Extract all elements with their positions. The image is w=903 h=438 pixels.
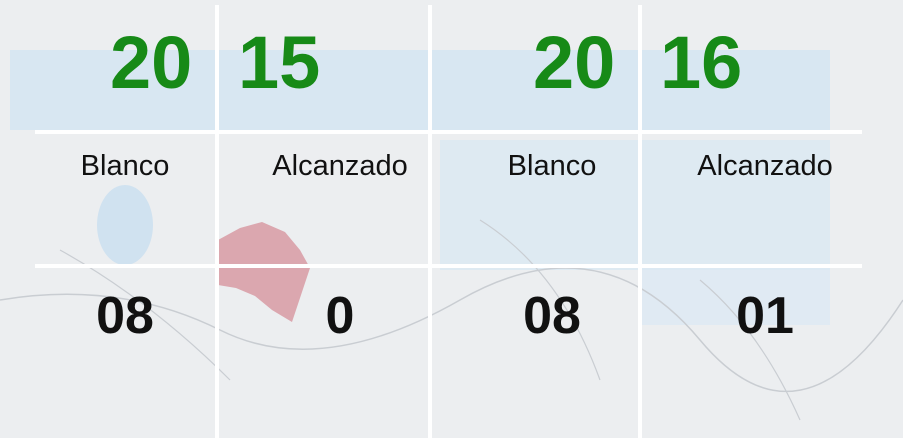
column-label: Alcanzado <box>272 150 408 182</box>
cell-divider <box>215 5 219 438</box>
table-grid <box>35 5 862 438</box>
cell-divider <box>638 5 642 438</box>
count-value: 08 <box>523 287 581 345</box>
cell-divider <box>428 5 432 438</box>
row-divider <box>35 130 862 134</box>
year-part: 20 <box>533 21 616 104</box>
count-value: 01 <box>736 287 794 345</box>
row-divider <box>35 264 862 268</box>
count-value: 08 <box>96 287 154 345</box>
column-label: Blanco <box>507 150 597 182</box>
column-label: Alcanzado <box>697 150 833 182</box>
count-value: 0 <box>325 287 355 345</box>
year-part: 20 <box>110 21 193 104</box>
year-part: 15 <box>238 21 321 104</box>
column-label: Blanco <box>80 150 170 182</box>
year-part: 16 <box>660 21 743 104</box>
